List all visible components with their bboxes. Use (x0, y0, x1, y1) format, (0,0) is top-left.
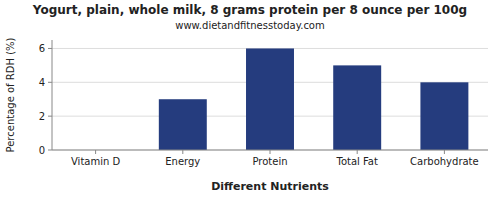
title: Yogurt, plain, whole milk, 8 grams prote… (32, 3, 467, 17)
y-tick-label: 0 (39, 145, 45, 156)
subtitle: www.dietandfitnesstoday.com (175, 20, 324, 31)
bar (246, 48, 294, 150)
bars (159, 48, 469, 150)
x-tick-label: Protein (252, 156, 287, 167)
x-tick-label: Carbohydrate (410, 156, 479, 167)
page: {"chart_data": {"type": "bar", "title": … (0, 0, 500, 200)
x-tick (95, 150, 96, 154)
y-tick-label: 2 (39, 111, 45, 122)
y-tick (48, 150, 52, 151)
y-axis-line (52, 40, 53, 150)
y-tick (48, 116, 52, 117)
x-axis-label: Different Nutrients (211, 180, 329, 193)
x-tick-label: Total Fat (335, 156, 377, 167)
x-tick-label: Vitamin D (71, 156, 120, 167)
x-tick (182, 150, 183, 154)
y-tick-label: 6 (39, 43, 45, 54)
bar (420, 82, 468, 150)
x-tick (357, 150, 358, 154)
x-tick (270, 150, 271, 154)
x-axis: Vitamin D Energy Protein Total Fat Carbohydr… (71, 150, 479, 167)
y-tick-label: 4 (39, 77, 45, 88)
x-tick-label: Energy (165, 156, 200, 167)
bar (333, 65, 381, 150)
chart: Yogurt, plain, whole milk, 8 grams prote… (0, 0, 500, 200)
x-tick (444, 150, 445, 154)
y-axis: 0 2 4 6 (39, 43, 488, 156)
y-tick (48, 82, 52, 83)
bar (159, 99, 207, 150)
y-axis-label: Percentage of RDH (%) (5, 37, 16, 152)
y-tick (48, 48, 52, 49)
